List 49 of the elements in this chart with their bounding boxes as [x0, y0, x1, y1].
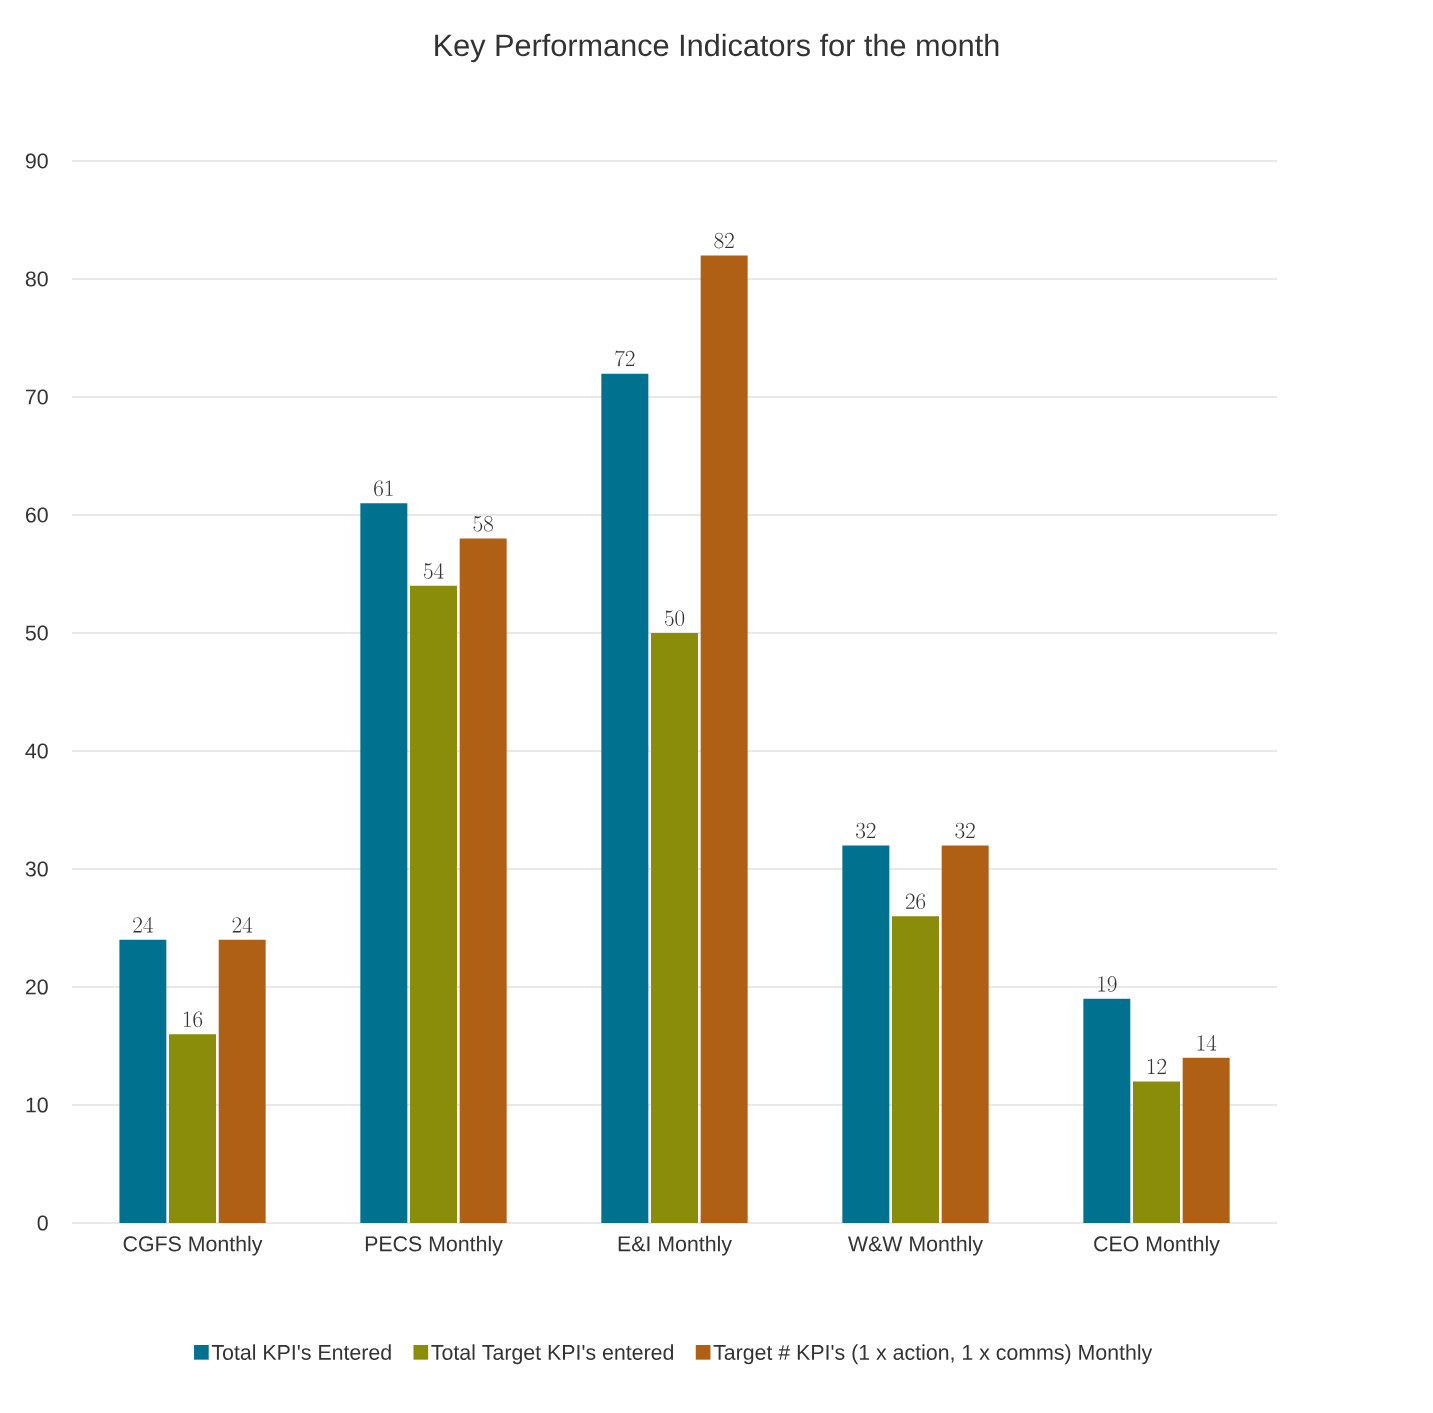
- y-tick-label: 80: [25, 271, 48, 287]
- data-label: 26: [905, 893, 926, 910]
- x-tick-label: W&W Monthly: [848, 1235, 984, 1256]
- chart-title: Key Performance Indicators for the month: [435, 33, 999, 63]
- data-label: 58: [473, 515, 493, 532]
- data-label: 12: [1147, 1058, 1167, 1075]
- y-tick-label: 50: [25, 625, 48, 641]
- bar: [941, 845, 989, 1223]
- bar: [1133, 1081, 1181, 1223]
- y-tick-label: 60: [25, 507, 48, 523]
- bar: [410, 585, 457, 1223]
- x-tick-label: PECS Monthly: [365, 1235, 503, 1256]
- bar: [601, 373, 649, 1223]
- bar: [459, 538, 507, 1223]
- y-tick-label: 40: [25, 743, 48, 759]
- y-tick-label: 0: [37, 1215, 48, 1231]
- data-label: 82: [714, 232, 734, 249]
- x-tick-label: CGFS Monthly: [123, 1235, 263, 1256]
- x-tick-label: E&I Monthly: [618, 1235, 732, 1256]
- y-tick-label: 30: [25, 861, 48, 877]
- y-tick-label: 70: [25, 389, 48, 405]
- legend-label: Total Target KPI's entered: [431, 1344, 674, 1365]
- data-label: 72: [615, 350, 635, 367]
- y-tick-label: 90: [25, 153, 48, 169]
- data-label: 19: [1098, 976, 1117, 992]
- y-tick-label: 10: [26, 1097, 48, 1113]
- legend-label: Target # KPI's (1 x action, 1 x comms) Monthly: [713, 1344, 1153, 1365]
- data-label: 54: [423, 563, 444, 579]
- data-label: 32: [955, 822, 975, 839]
- data-label: 16: [183, 1011, 203, 1028]
- bar: [842, 845, 890, 1223]
- data-label: 50: [664, 610, 685, 626]
- bar: [892, 916, 940, 1223]
- bar: [1083, 998, 1131, 1223]
- data-label: 14: [1197, 1035, 1217, 1051]
- bar: [651, 633, 699, 1223]
- bar: [700, 255, 748, 1223]
- bar: [1182, 1057, 1230, 1223]
- bar: [169, 1034, 216, 1223]
- data-label: 32: [856, 822, 876, 839]
- data-label: 24: [133, 917, 153, 933]
- legend-label: Total KPI's Entered: [211, 1344, 391, 1360]
- data-label: 24: [232, 917, 253, 933]
- bar: [218, 939, 266, 1223]
- data-label: 61: [374, 480, 393, 497]
- y-tick-label: 20: [25, 979, 48, 995]
- bar: [360, 503, 408, 1223]
- x-tick-label: CEO Monthly: [1094, 1235, 1220, 1256]
- bar: [119, 939, 167, 1223]
